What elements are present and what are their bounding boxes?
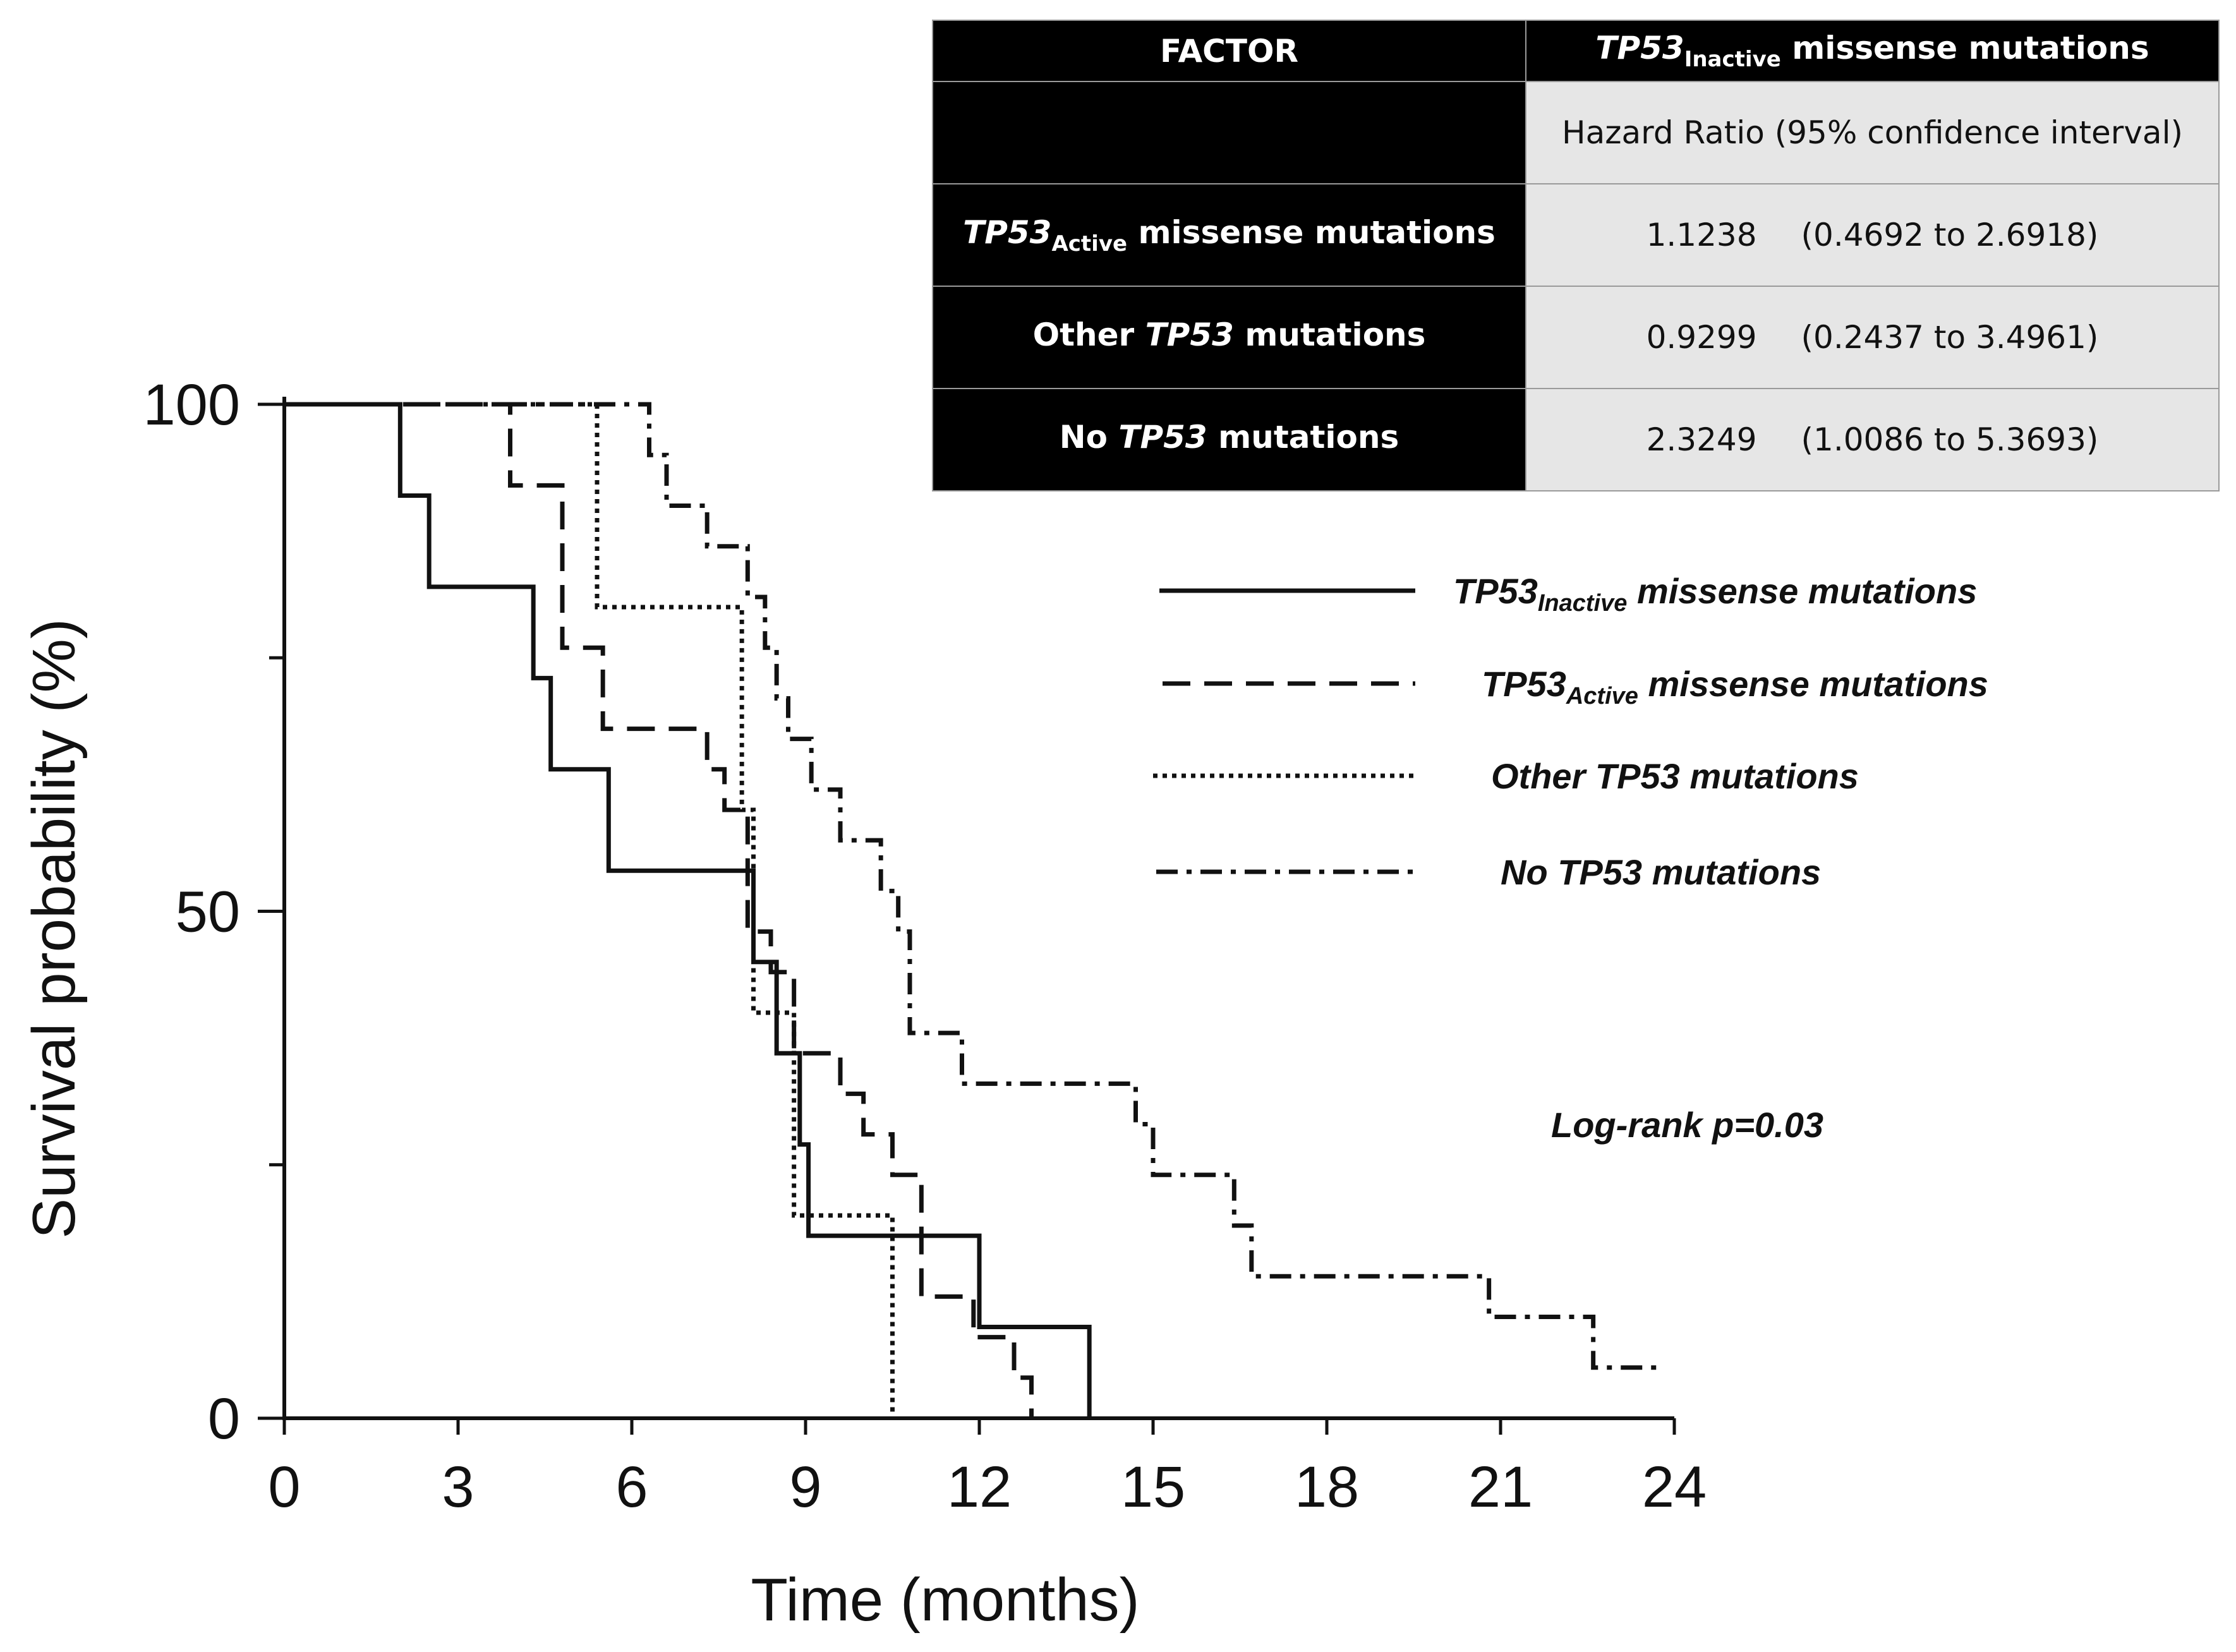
row-gene: TP53 xyxy=(963,214,1052,251)
row-factor: TP53Active missense mutations xyxy=(932,183,1526,287)
y-axis-title: Survival probability (%) xyxy=(20,618,88,1239)
x-axis-title: Time (months) xyxy=(751,1566,1139,1634)
row-hazard: 2.3249 (1.0086 to 5.3693) xyxy=(1525,388,2220,491)
table-row: TP53Active missense mutations 1.1238 (0.4… xyxy=(932,183,2220,287)
x-tick-label: 21 xyxy=(1468,1455,1533,1519)
header-gene-rest: missense mutations xyxy=(1780,30,2149,66)
legend-label-3: Other TP53 mutations xyxy=(1491,756,1859,796)
hazard-ratio-value: 1.1238 xyxy=(1646,217,1757,253)
confidence-interval: (0.4692 to 2.6918) xyxy=(1801,217,2099,253)
table-header-factor: FACTOR xyxy=(932,20,1526,82)
x-tick-label: 6 xyxy=(615,1455,648,1519)
series-line-3 xyxy=(284,402,895,1418)
series-line-2 xyxy=(284,402,1034,1418)
table-subheader-blank xyxy=(932,81,1526,184)
y-tick-label: 0 xyxy=(208,1387,240,1451)
confidence-interval: (0.2437 to 3.4961) xyxy=(1801,319,2099,356)
row-hazard: 1.1238 (0.4692 to 2.6918) xyxy=(1525,183,2220,287)
legend-label-4: No TP53 mutations xyxy=(1501,852,1821,892)
table-header-hazard: TP53Inactive missense mutations xyxy=(1525,20,2220,82)
series-line-1 xyxy=(284,402,1092,1418)
row-gene-sub: Active xyxy=(1051,231,1128,256)
x-tick-label: 3 xyxy=(442,1455,474,1519)
x-tick-label: 18 xyxy=(1295,1455,1359,1519)
x-tick-label: 12 xyxy=(947,1455,1012,1519)
axes: 0 3 6 9 12 15 18 21 24 0 50 100 xyxy=(143,373,1707,1519)
legend: TP53Inactive missense mutations TP53Activ… xyxy=(1153,571,1988,892)
hazard-ratio-value: 2.3249 xyxy=(1646,421,1757,458)
x-tick-label: 24 xyxy=(1642,1455,1707,1519)
row-gene: TP53 xyxy=(1118,418,1207,455)
row-factor: No TP53 mutations xyxy=(932,388,1526,491)
legend-label-2: TP53Active missense mutations xyxy=(1482,664,1988,709)
row-gene-prefix: Other xyxy=(1032,316,1145,353)
header-gene: TP53 xyxy=(1595,30,1684,66)
hazard-ratio-table: FACTOR TP53Inactive missense mutations H… xyxy=(932,20,2220,491)
y-tick-label: 50 xyxy=(176,880,240,944)
hazard-ratio-value: 0.9299 xyxy=(1646,319,1757,356)
row-gene-rest: missense mutations xyxy=(1127,214,1496,251)
x-tick-label: 15 xyxy=(1121,1455,1185,1519)
series-layer xyxy=(284,402,1657,1418)
row-gene: TP53 xyxy=(1145,316,1234,353)
row-factor: Other TP53 mutations xyxy=(932,286,1526,389)
log-rank-annotation: Log-rank p=0.03 xyxy=(1551,1105,1823,1145)
row-gene-rest: mutations xyxy=(1233,316,1426,353)
confidence-interval: (1.0086 to 5.3693) xyxy=(1801,421,2099,458)
legend-label-1: TP53Inactive missense mutations xyxy=(1453,571,1977,617)
table-subheader: Hazard Ratio (95% confidence interval) xyxy=(1525,81,2220,184)
row-hazard: 0.9299 (0.2437 to 3.4961) xyxy=(1525,286,2220,389)
y-tick-label: 100 xyxy=(143,373,241,437)
row-gene-prefix: No xyxy=(1059,418,1119,455)
series-line-4 xyxy=(284,402,1657,1370)
row-gene-rest: mutations xyxy=(1207,418,1399,455)
header-gene-sub: Inactive xyxy=(1684,47,1781,72)
x-tick-label: 9 xyxy=(789,1455,821,1519)
table-row: No TP53 mutations 2.3249 (1.0086 to 5.369… xyxy=(932,388,2220,491)
table-row: Other TP53 mutations 0.9299 (0.2437 to 3.… xyxy=(932,286,2220,389)
x-tick-label: 0 xyxy=(268,1455,300,1519)
